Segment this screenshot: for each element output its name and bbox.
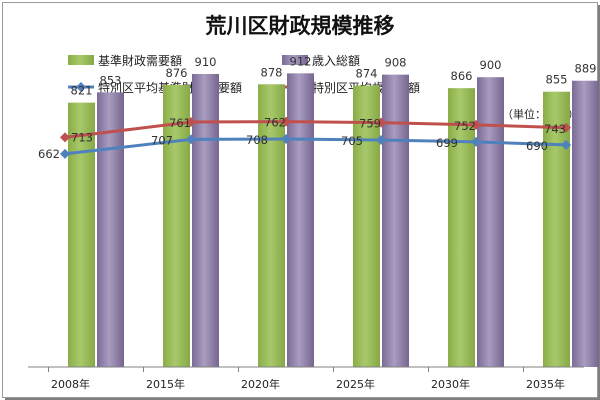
bar-value-label: 855 (546, 73, 568, 87)
bar-value-label: 900 (480, 58, 502, 72)
data-labels: 821 876 878 874 866 855 853 910 912 908 900 889 662 7… (38, 54, 596, 161)
legend-label: 基準財政需要額 (98, 53, 182, 68)
line-value-label: 761 (169, 116, 191, 130)
x-tick-label: 2008年 (51, 377, 90, 391)
line-value-label: 743 (544, 122, 566, 136)
line-series (60, 116, 571, 159)
line-value-label: 713 (71, 130, 93, 144)
bar-value-label: 866 (451, 69, 473, 83)
x-tick-label: 2025年 (336, 377, 375, 391)
legend-swatch (282, 55, 308, 65)
legend-label: 歳入総額 (312, 54, 360, 68)
line-value-label: 705 (341, 134, 363, 148)
line-point-marker (376, 117, 386, 128)
line-point-marker (471, 119, 481, 130)
bar-revenue-3 (382, 74, 409, 368)
bar-demand-2 (258, 84, 285, 367)
line-value-label: 699 (436, 136, 458, 150)
bar-demand-0 (68, 102, 95, 367)
x-axis: 2008年 2015年 2020年 2025年 2030年 2035年 (28, 366, 584, 391)
legend-marker (76, 82, 86, 92)
bar-demand-5 (543, 91, 570, 367)
bar-value-label: 821 (71, 84, 93, 98)
line-point-marker (281, 116, 291, 127)
line-point-marker (186, 134, 196, 145)
line-value-label: 762 (264, 116, 286, 130)
x-tick-label: 2015年 (146, 377, 185, 391)
line-value-label: 759 (359, 117, 381, 131)
x-tick-label: 2020年 (241, 377, 280, 391)
bar-revenue-2 (287, 73, 314, 367)
line-point-marker (60, 132, 70, 143)
bar-demand-1 (163, 84, 190, 367)
bar-revenue-0 (97, 92, 124, 368)
line-value-label: 690 (526, 139, 548, 153)
chart-title: 荒川区財政規模推移 (206, 14, 395, 38)
line-point-marker (376, 134, 386, 145)
bar-revenue-4 (477, 77, 504, 367)
line-avg-demand (64, 137, 567, 156)
bar-value-label: 908 (385, 56, 407, 70)
line-point-marker (471, 136, 481, 147)
bar-value-label: 878 (261, 65, 283, 79)
line-value-label: 707 (151, 133, 173, 147)
line-point-marker (281, 134, 291, 145)
bar-value-label: 876 (166, 66, 188, 80)
line-point-marker (561, 139, 571, 150)
bar-value-label: 889 (575, 62, 597, 76)
line-value-label: 662 (38, 147, 60, 161)
bar-value-label: 853 (100, 73, 122, 87)
line-value-label: 708 (246, 133, 268, 147)
bar-value-label: 910 (195, 55, 217, 69)
line-point-marker (186, 116, 196, 127)
bar-revenue-1 (192, 73, 219, 367)
x-tick-label: 2035年 (526, 377, 565, 391)
line-point-marker (561, 122, 571, 133)
bar-value-label: 874 (356, 67, 378, 81)
bar-demand-3 (353, 85, 380, 368)
bar-revenue-5 (572, 80, 599, 367)
line-value-label: 752 (454, 119, 476, 133)
line-avg-revenue (64, 120, 567, 139)
x-tick-label: 2030年 (431, 377, 470, 391)
bar-demand-4 (448, 88, 475, 367)
bar-value-label: 912 (290, 54, 312, 68)
line-point-marker (60, 148, 70, 159)
legend-swatch (68, 55, 94, 65)
